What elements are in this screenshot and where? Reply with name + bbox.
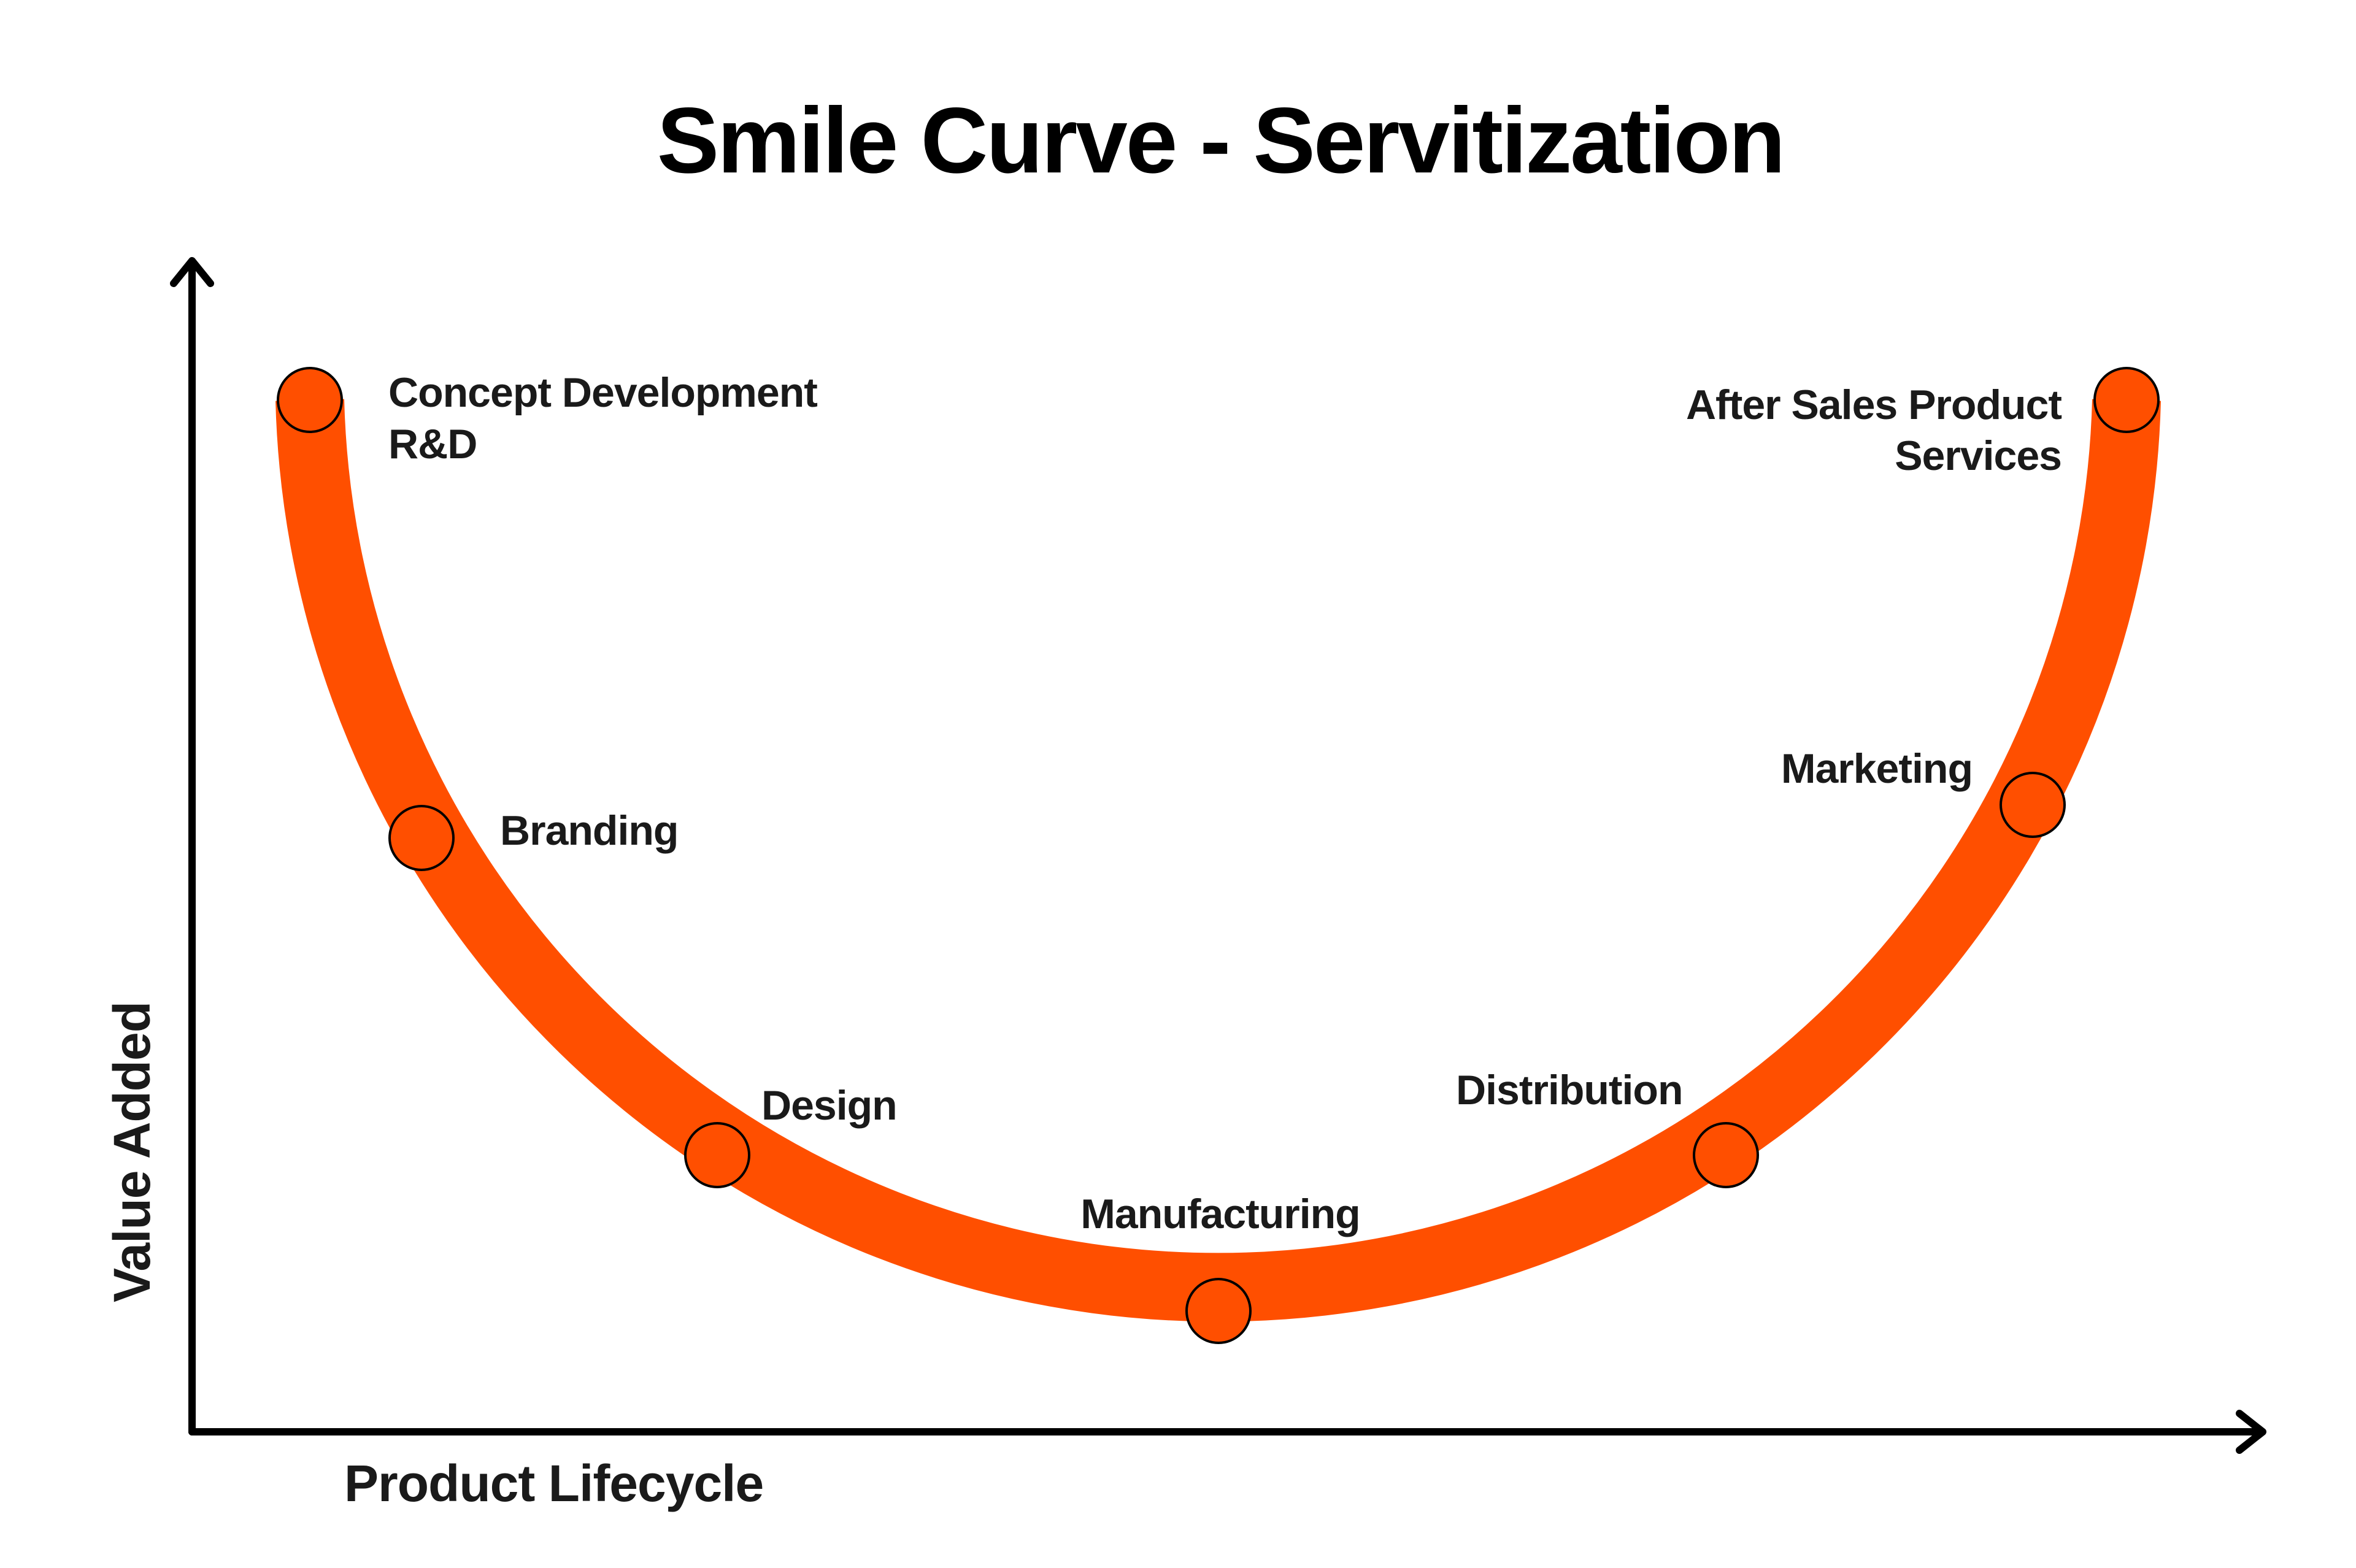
marker xyxy=(684,1122,750,1188)
title: Smile Curve - Servitization xyxy=(657,88,1784,193)
marker xyxy=(1693,1122,1759,1188)
x-axis-label: Product Lifecycle xyxy=(344,1455,763,1512)
marker xyxy=(2000,772,2066,838)
node-label: R&D xyxy=(388,421,477,467)
marker xyxy=(2093,367,2160,433)
axes xyxy=(170,257,2266,1454)
marker xyxy=(1185,1278,1252,1344)
marker xyxy=(277,367,343,433)
markers xyxy=(277,367,2160,1344)
y-arrow xyxy=(170,257,214,287)
node-label: After Sales Product xyxy=(1686,382,2062,428)
node-label: Branding xyxy=(500,807,678,854)
x-arrow xyxy=(2236,1410,2266,1454)
marker xyxy=(388,805,455,871)
node-label: Distribution xyxy=(1456,1067,1683,1113)
node-label: Services xyxy=(1895,432,2062,479)
node-label: Concept Development xyxy=(388,369,817,416)
node-label: Manufacturing xyxy=(1080,1191,1360,1237)
node-label: Marketing xyxy=(1781,745,1973,792)
node-label: Design xyxy=(761,1082,897,1129)
y-axis-label: Value Added xyxy=(103,1002,161,1302)
